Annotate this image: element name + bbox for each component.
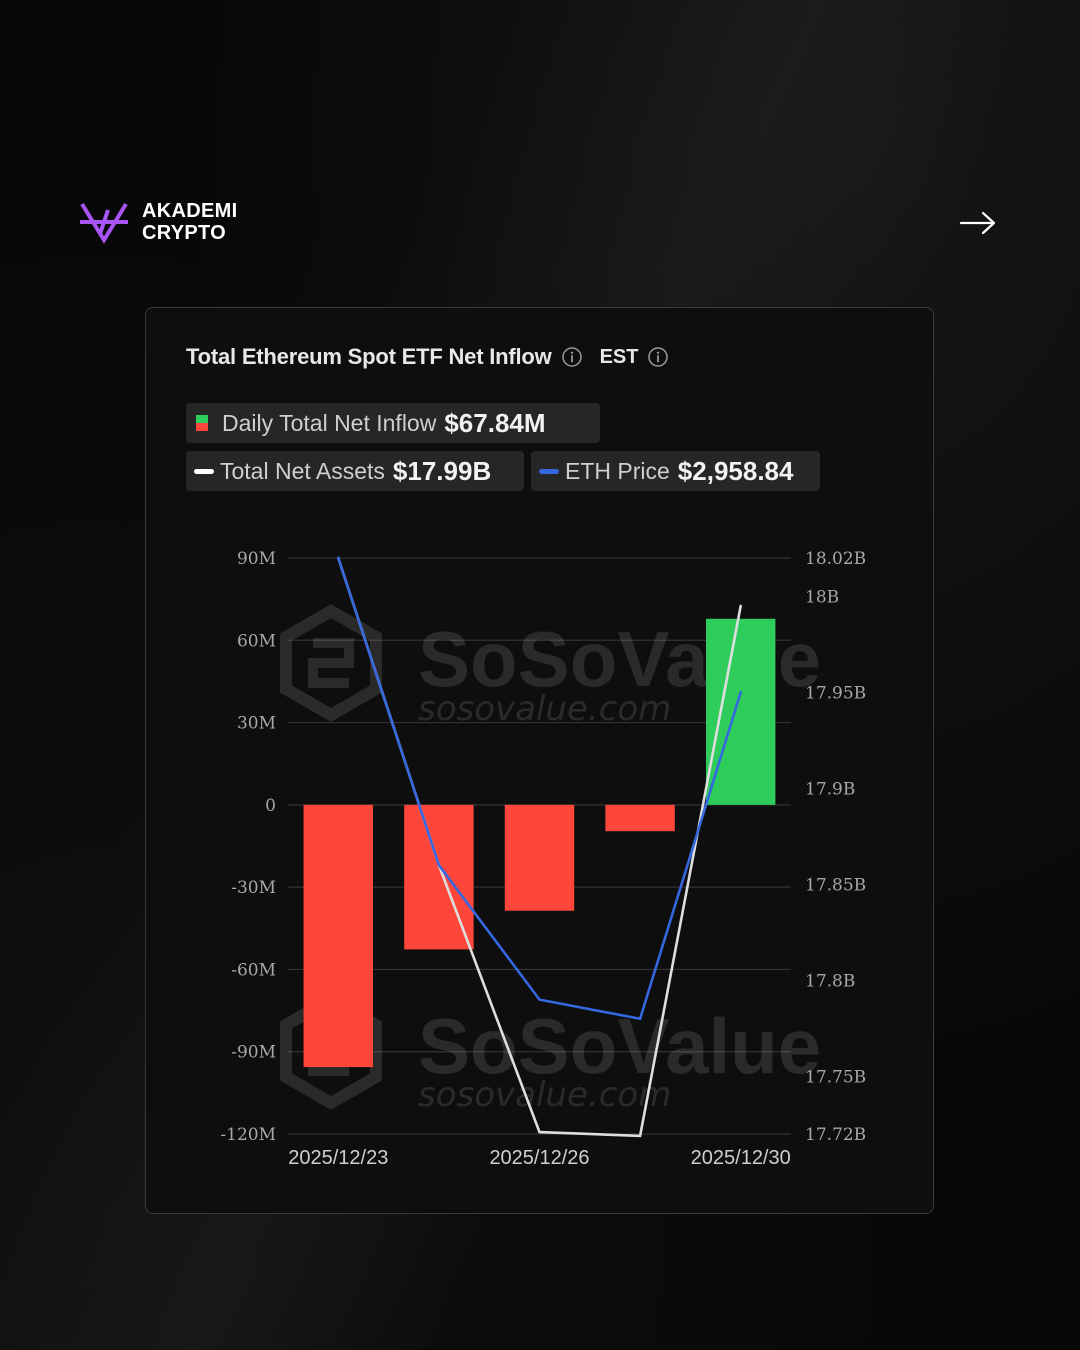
chart-card: Total Ethereum Spot ETF Net Inflow EST D… [145, 307, 934, 1214]
legend-total-assets-label: Total Net Assets [220, 457, 385, 484]
legend-daily-inflow-value: $67.84M [444, 407, 546, 438]
blue-line-swatch-icon [539, 468, 559, 474]
y-right-tick-label: 17.75B [805, 1067, 866, 1087]
watermark-brand-2: SoSoValue [418, 1002, 821, 1090]
y-right-tick-label: 18B [805, 587, 839, 607]
legend-daily-inflow[interactable]: Daily Total Net Inflow $67.84M [186, 403, 600, 443]
brand-name-line1: AKADEMI [142, 200, 238, 222]
y-right-tick-label: 17.8B [805, 971, 855, 991]
y-axis-left: 90M 60M 30M 0 -30M -60M -90M -120M [220, 549, 276, 1145]
brand-logo-block: AKADEMI CRYPTO [78, 200, 237, 244]
x-tick-label: 2025/12/23 [288, 1147, 388, 1169]
y-left-tick-label: 0 [265, 796, 276, 816]
y-left-tick-label: 90M [237, 549, 276, 569]
y-left-tick-label: -60M [231, 960, 276, 980]
x-axis: 2025/12/23 2025/12/26 2025/12/30 [288, 1147, 791, 1169]
watermark-domain-2: sosovalue.com [418, 1075, 671, 1115]
legend-daily-inflow-label: Daily Total Net Inflow [222, 409, 437, 436]
bar-2025-12-30 [705, 618, 776, 805]
timezone-info-icon[interactable] [648, 347, 669, 367]
x-tick-label: 2025/12/26 [489, 1147, 589, 1169]
legend-total-assets[interactable]: Total Net Assets $17.99B [186, 451, 524, 491]
legend-total-assets-value: $17.99B [392, 455, 492, 486]
x-tick-label: 2025/12/30 [691, 1147, 791, 1169]
legend-eth-price-value: $2,958.84 [677, 455, 794, 486]
y-left-tick-label: -30M [231, 878, 276, 898]
y-right-tick-label: 17.9B [805, 779, 855, 799]
bar-2025-12-26 [504, 804, 575, 911]
y-right-tick-label: 17.95B [805, 683, 866, 703]
y-right-tick-label: 17.72B [805, 1125, 866, 1145]
y-left-tick-label: 60M [237, 631, 276, 651]
bar-swatch-icon [196, 415, 208, 431]
chart-plot: SoSoValue sosovalue.com SoSoValue sosova… [220, 549, 866, 1169]
y-axis-right: 18.02B 18B 17.95B 17.9B 17.85B 17.8B 17.75B 17.… [805, 549, 866, 1145]
y-right-tick-label: 18.02B [805, 549, 866, 569]
bar-2025-12-23 [303, 804, 374, 1068]
bar-2025-12-29 [605, 804, 675, 832]
legend-eth-price[interactable]: ETH Price $2,958.84 [531, 451, 820, 491]
info-icon[interactable] [561, 347, 582, 367]
y-left-tick-label: -90M [231, 1043, 276, 1063]
timezone-label: EST [599, 345, 639, 368]
lines-layer [337, 556, 743, 1138]
chart-header: Total Ethereum Spot ETF Net Inflow EST [186, 344, 669, 370]
y-left-tick-label: -120M [220, 1125, 276, 1145]
brand-name: AKADEMI CRYPTO [142, 200, 237, 244]
white-line-swatch-icon [194, 468, 214, 474]
legend-eth-price-label: ETH Price [565, 457, 670, 484]
eth-price-line [337, 556, 743, 1021]
chart-title: Total Ethereum Spot ETF Net Inflow [186, 344, 552, 369]
akademi-logo-icon [80, 202, 128, 244]
watermark-logo-icon [280, 604, 382, 722]
watermark-domain: sosovalue.com [418, 689, 671, 729]
brand-name-line2: CRYPTO [142, 222, 227, 244]
arrow-right-icon[interactable] [958, 208, 998, 238]
y-left-tick-label: 30M [237, 714, 276, 734]
y-right-tick-label: 17.85B [805, 875, 866, 895]
